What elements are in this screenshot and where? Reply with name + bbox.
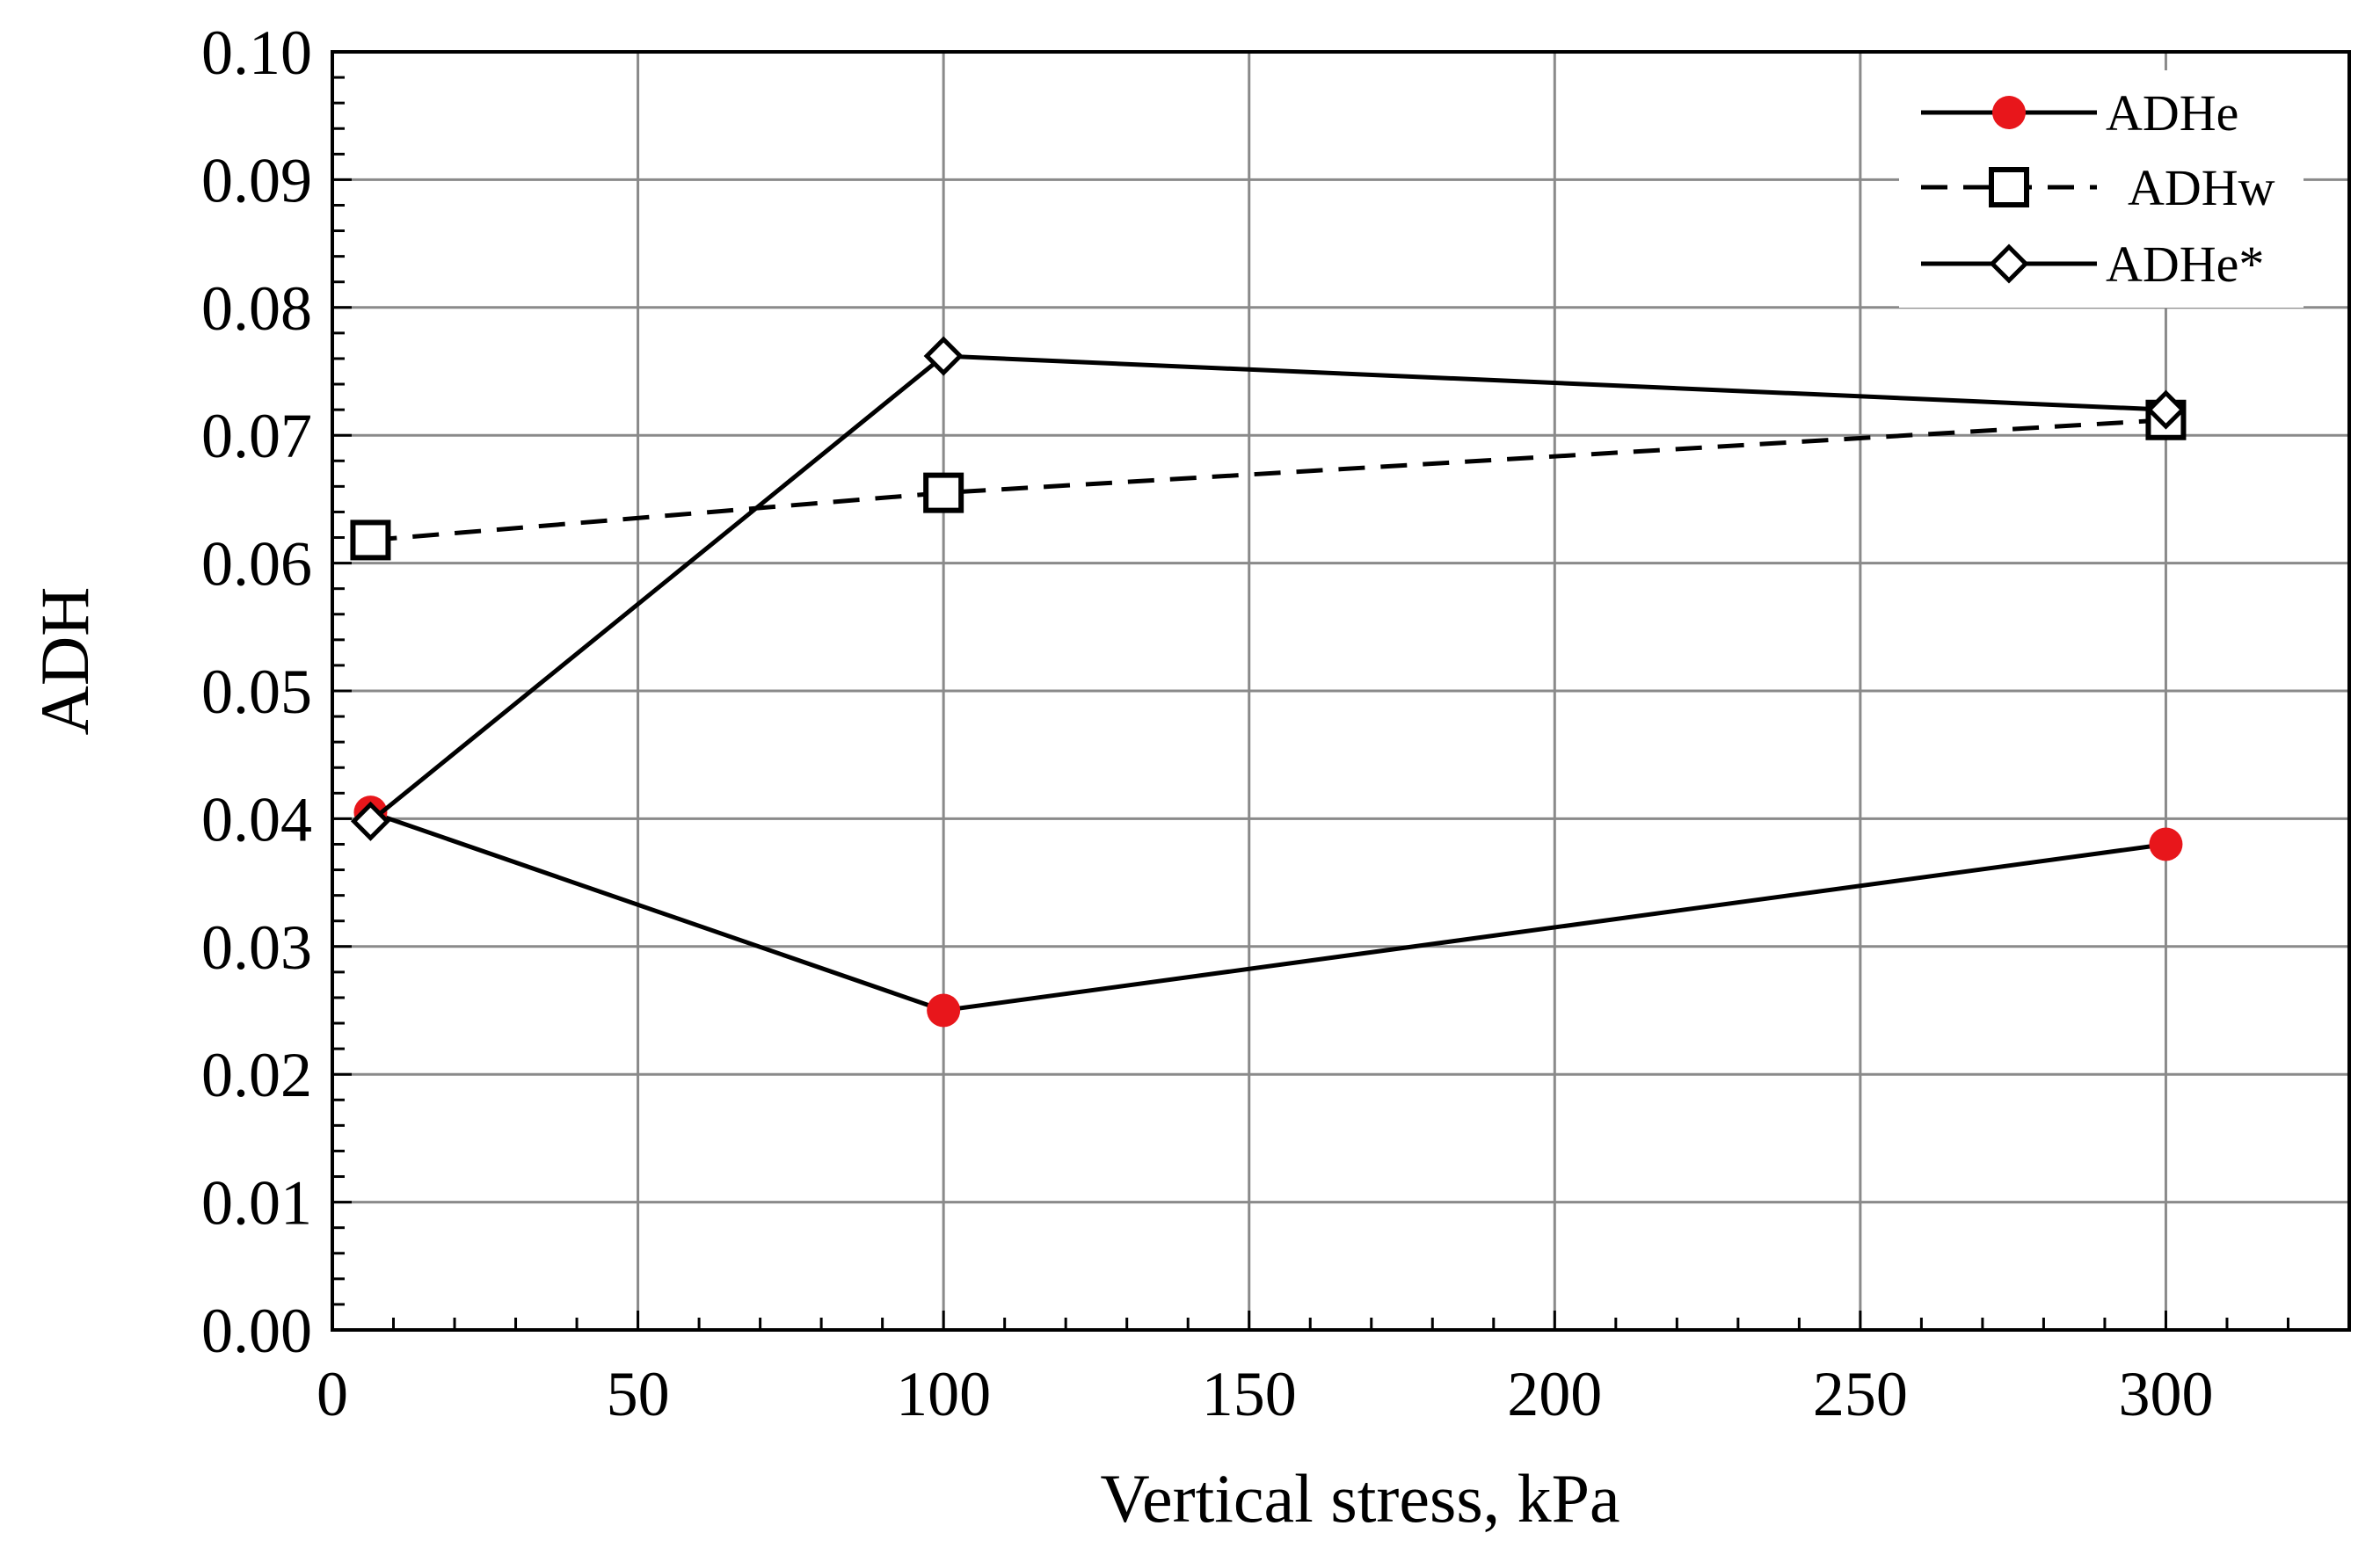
data-point xyxy=(350,801,390,841)
y-tick-label: 0.02 xyxy=(201,1040,312,1110)
x-tick-label: 200 xyxy=(1507,1359,1602,1429)
series-adhe-star xyxy=(350,336,2186,841)
legend-label: ADHw xyxy=(2128,159,2275,216)
x-tick-label: 0 xyxy=(317,1359,348,1429)
x-tick-label: 250 xyxy=(1813,1359,1908,1429)
data-point xyxy=(923,472,964,513)
y-tick-labels: 0.00 0.01 0.02 0.03 0.04 0.05 0.06 0.07 0.08 0.09… xyxy=(201,18,312,1366)
plot-frame xyxy=(331,50,2351,1332)
legend-label: ADHe xyxy=(2106,84,2238,142)
x-axis-title: Vertical stress, kPa xyxy=(1100,1460,1619,1537)
series-line xyxy=(369,810,2166,1013)
series-adhe xyxy=(353,796,2183,1028)
y-tick-label: 0.09 xyxy=(201,145,312,215)
x-tick-label: 50 xyxy=(607,1359,670,1429)
data-point xyxy=(2149,827,2183,861)
y-tick-label: 0.05 xyxy=(201,657,312,727)
x-tick-label: 100 xyxy=(896,1359,991,1429)
y-tick-label: 0.04 xyxy=(201,784,312,854)
axes xyxy=(331,50,2351,1332)
legend-label: ADHe* xyxy=(2106,236,2264,293)
data-point xyxy=(923,336,964,376)
legend-entry: ADHw xyxy=(1921,159,2275,216)
x-tick-label: 150 xyxy=(1202,1359,1297,1429)
series-line xyxy=(368,353,2166,824)
data-point xyxy=(2145,389,2186,430)
y-tick-label: 0.03 xyxy=(201,912,312,983)
legend-marker xyxy=(1989,243,2029,284)
legend: ADHe ADHw ADHe* xyxy=(1899,70,2304,308)
data-point xyxy=(350,519,391,561)
series-adhw xyxy=(350,399,2187,561)
data-point xyxy=(927,993,961,1028)
y-tick-label: 0.07 xyxy=(201,401,312,471)
y-tick-label: 0.06 xyxy=(201,529,312,599)
x-tick-label: 300 xyxy=(2118,1359,2213,1429)
y-tick-label: 0.08 xyxy=(201,273,312,344)
y-tick-label: 0.00 xyxy=(201,1296,312,1366)
legend-entry: ADHe xyxy=(1921,84,2238,142)
y-axis-title: ADH xyxy=(26,587,103,736)
series-group xyxy=(350,336,2187,1028)
legend-marker xyxy=(1992,96,2026,129)
x-tick-labels: 0 50 100 150 200 250 300 xyxy=(317,1359,2213,1429)
y-tick-label: 0.10 xyxy=(201,18,312,88)
legend-marker xyxy=(1989,167,2029,207)
y-tick-label: 0.01 xyxy=(201,1168,312,1239)
series-line xyxy=(370,418,2166,542)
legend-entry: ADHe* xyxy=(1921,236,2264,293)
